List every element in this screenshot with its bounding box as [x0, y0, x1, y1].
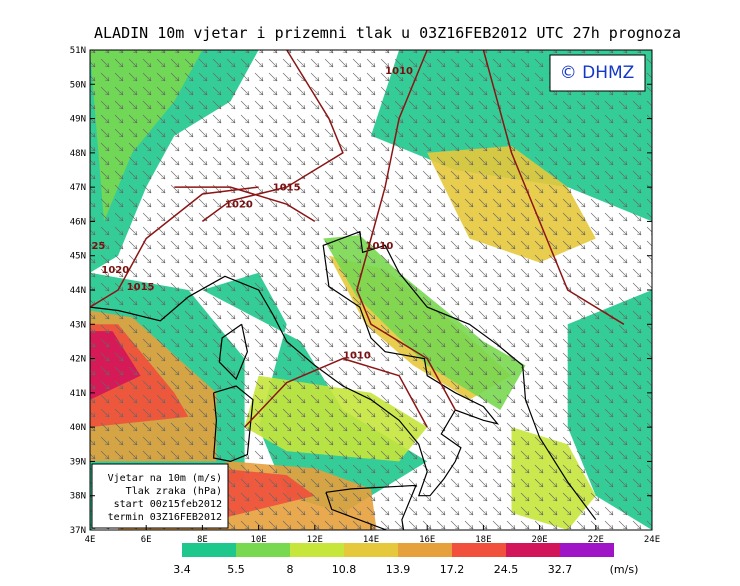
- lon-label: 6E: [141, 535, 152, 545]
- isobar-label: 1010: [385, 66, 413, 77]
- isobar: [174, 186, 316, 223]
- scale-label: 3.4: [173, 563, 191, 576]
- scale-label: 10.8: [332, 563, 357, 576]
- info-line: Vjetar na 10m (m/s): [108, 473, 222, 484]
- isobar-label: 1020: [101, 265, 129, 276]
- lon-label: 22E: [588, 535, 604, 545]
- isobar: [201, 50, 344, 223]
- lon-label: 18E: [475, 535, 491, 545]
- scale-label: 5.5: [227, 563, 245, 576]
- lat-label: 46N: [70, 217, 86, 227]
- lat-label: 40N: [70, 423, 86, 433]
- isobar-label: 25: [91, 241, 105, 252]
- scale-swatch: [182, 543, 236, 557]
- lat-label: 48N: [70, 149, 86, 159]
- lat-label: 41N: [70, 389, 86, 399]
- isobar: [90, 186, 259, 308]
- scale-swatch: [452, 543, 506, 557]
- isobar-label: 1020: [225, 200, 253, 211]
- lon-label: 14E: [363, 535, 379, 545]
- scale-swatch: [290, 543, 344, 557]
- info-line: start 00z15feb2012: [114, 499, 222, 510]
- coastline: [325, 484, 417, 530]
- lon-label: 12E: [307, 535, 323, 545]
- lat-label: 42N: [70, 355, 86, 365]
- title: ALADIN 10m vjetar i prizemni tlak u 03Z1…: [94, 24, 681, 42]
- isobar-label: 1010: [343, 351, 371, 362]
- isobar: [482, 50, 625, 325]
- lon-label: 4E: [85, 535, 96, 545]
- logo-box: [549, 54, 646, 92]
- isobar-label: 1010: [366, 241, 394, 252]
- info-line: termin 03Z16FEB2012: [108, 512, 222, 523]
- lon-label: 8E: [197, 535, 208, 545]
- coastline: [212, 385, 254, 463]
- lat-label: 49N: [70, 115, 86, 125]
- scale-label: 8: [287, 563, 294, 576]
- lat-label: 51N: [70, 46, 86, 56]
- isobar: [244, 357, 428, 428]
- scale-swatch: [560, 543, 614, 557]
- lat-label: 50N: [70, 80, 86, 90]
- lon-label: 16E: [419, 535, 435, 545]
- isobar-label: 1015: [273, 183, 301, 194]
- scale-swatch: [398, 543, 452, 557]
- lon-label: 10E: [250, 535, 266, 545]
- logo: © DHMZ: [560, 63, 635, 83]
- lon-label: 20E: [531, 535, 547, 545]
- lat-label: 47N: [70, 183, 86, 193]
- scale-label: 24.5: [494, 563, 519, 576]
- isobar-label: 1015: [127, 282, 155, 293]
- lat-label: 37N: [70, 526, 86, 536]
- scale-swatch: [236, 543, 290, 557]
- lat-label: 43N: [70, 320, 86, 330]
- lat-label: 44N: [70, 286, 86, 296]
- info-line: Tlak zraka (hPa): [126, 486, 222, 497]
- scale-label: 32.7: [548, 563, 573, 576]
- coastline: [218, 323, 249, 381]
- isobar: [356, 50, 456, 411]
- lon-label: 24E: [644, 535, 660, 545]
- lat-label: 45N: [70, 252, 86, 262]
- scale-label: 13.9: [386, 563, 411, 576]
- info-box: [91, 463, 229, 529]
- scale-swatch: [344, 543, 398, 557]
- scale-swatch: [506, 543, 560, 557]
- coastline: [90, 230, 597, 521]
- lat-label: 39N: [70, 457, 86, 467]
- wind-arrows: [90, 50, 652, 530]
- scale-unit: (m/s): [610, 563, 639, 576]
- scale-label: 17.2: [440, 563, 465, 576]
- lat-label: 38N: [70, 492, 86, 502]
